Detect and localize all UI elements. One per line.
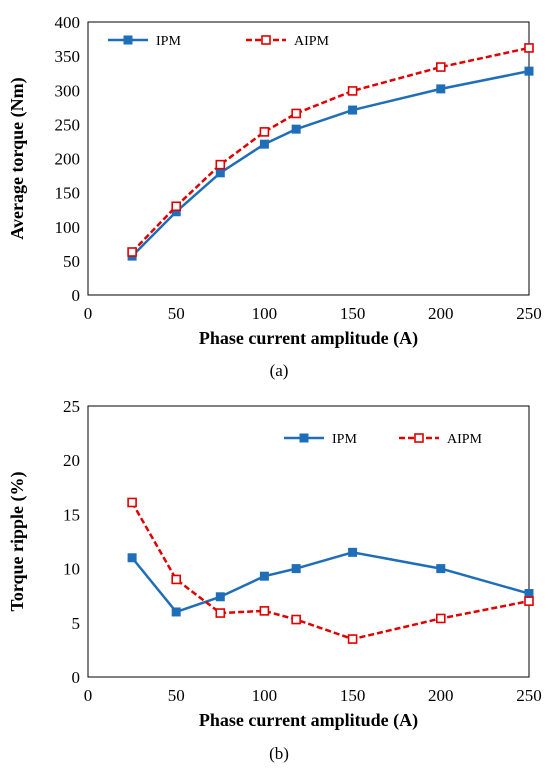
y-tick-label: 250 [55, 115, 81, 134]
x-tick-label: 250 [516, 304, 542, 323]
y-tick-labels: 0 50 100 150 200 250 300 350 400 [55, 13, 81, 305]
y-tick-label: 25 [63, 397, 80, 416]
y-tick-label: 0 [72, 286, 81, 305]
data-point-aipm [435, 62, 446, 72]
y-axis-title: Torque ripple (%) [7, 471, 28, 611]
data-point-aipm [524, 596, 534, 606]
chart-average-torque: 0 50 100 150 200 250 0 50 100 150 200 250 300 350 400… [7, 13, 542, 380]
data-point-ipm [171, 607, 181, 617]
data-point-aipm [347, 634, 358, 644]
data-point-aipm [171, 574, 181, 585]
data-point-ipm [436, 84, 446, 94]
data-point-ipm [524, 66, 534, 76]
y-tick-label: 400 [55, 13, 81, 32]
data-point-ipm [348, 547, 358, 557]
legend-marker-aipm [414, 433, 424, 443]
legend: IPM AIPM [284, 432, 483, 447]
y-axis-title: Average torque (Nm) [7, 77, 28, 239]
series-lines [127, 497, 534, 644]
legend-marker-aipm [261, 35, 271, 45]
data-point-aipm [524, 43, 534, 53]
legend-label-ipm: IPM [156, 34, 181, 49]
legend-label-aipm: AIPM [294, 34, 330, 49]
y-tick-label: 20 [63, 451, 80, 470]
data-point-aipm [259, 606, 270, 616]
data-point-aipm [171, 201, 181, 212]
data-point-aipm [215, 159, 226, 170]
legend-marker-ipm [123, 35, 133, 45]
data-point-aipm [291, 614, 301, 625]
data-point-ipm [215, 592, 225, 602]
x-tick-label: 250 [516, 686, 542, 705]
data-point-aipm [291, 108, 301, 119]
y-tick-label: 10 [63, 560, 80, 579]
x-tick-label: 50 [168, 686, 185, 705]
plot-area-frame [87, 21, 530, 296]
series-line-ipm [131, 69, 530, 257]
legend-marker-ipm [299, 433, 309, 443]
data-point-aipm [127, 247, 137, 257]
data-point-aipm [127, 497, 137, 508]
data-point-ipm [436, 564, 446, 574]
y-tick-label: 0 [72, 668, 81, 687]
data-point-ipm [291, 564, 301, 574]
data-point-aipm [259, 127, 270, 137]
series-line-ipm [131, 551, 530, 614]
x-tick-label: 150 [340, 304, 366, 323]
data-point-ipm [215, 168, 225, 178]
data-point-aipm [435, 613, 446, 624]
x-tick-label: 50 [168, 304, 185, 323]
figure-caption: (a) [270, 361, 289, 380]
x-tick-label: 100 [252, 686, 278, 705]
data-point-ipm [259, 571, 269, 581]
y-tick-labels: 0 5 10 15 20 25 [63, 397, 80, 687]
legend: IPM AIPM [108, 34, 330, 49]
legend-label-aipm: AIPM [447, 432, 483, 447]
data-point-aipm [215, 608, 226, 618]
x-tick-label: 150 [340, 686, 366, 705]
y-tick-label: 150 [55, 184, 81, 203]
legend-label-ipm: IPM [332, 432, 357, 447]
x-tick-label: 0 [84, 686, 93, 705]
y-tick-label: 50 [63, 252, 80, 271]
x-tick-label: 200 [428, 304, 454, 323]
y-tick-label: 200 [55, 150, 81, 169]
y-tick-label: 15 [63, 505, 80, 524]
series-line-aipm [131, 501, 530, 641]
x-tick-labels: 0 50 100 150 200 250 [84, 304, 542, 323]
y-tick-label: 300 [55, 81, 81, 100]
chart-torque-ripple: 0 50 100 150 200 250 0 5 10 15 20 25 IPM AIPM Phase… [7, 397, 542, 763]
x-tick-labels: 0 50 100 150 200 250 [84, 686, 542, 705]
y-tick-label: 350 [55, 47, 81, 66]
data-point-ipm [259, 139, 269, 149]
data-point-ipm [348, 105, 358, 115]
series-line-aipm [131, 46, 530, 253]
y-tick-label: 5 [72, 614, 81, 633]
x-tick-label: 200 [428, 686, 454, 705]
data-point-ipm [127, 553, 137, 563]
x-tick-label: 100 [252, 304, 278, 323]
data-point-aipm [347, 86, 358, 96]
series-lines [127, 43, 534, 261]
x-axis-title: Phase current amplitude (A) [199, 710, 418, 731]
plot-area-frame [87, 405, 530, 678]
y-tick-label: 100 [55, 218, 81, 237]
x-tick-label: 0 [84, 304, 93, 323]
data-point-ipm [291, 124, 301, 134]
figure-caption: (b) [269, 744, 289, 763]
x-axis-title: Phase current amplitude (A) [199, 328, 418, 349]
